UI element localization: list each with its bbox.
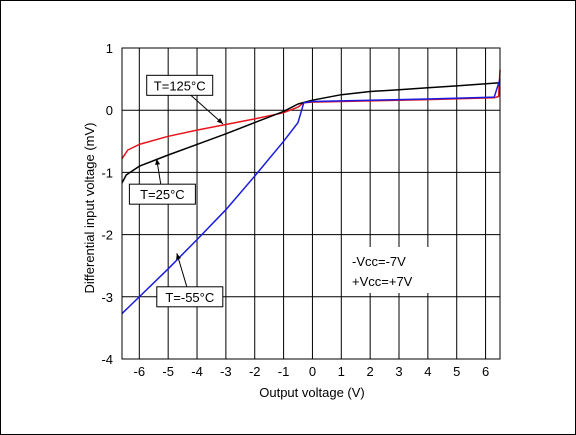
condition-box: -Vcc=-7V +Vcc=+7V (347, 247, 429, 293)
series-line-1 (121, 82, 501, 184)
x-tick-label: -6 (134, 364, 146, 379)
y-tick-label: -1 (101, 165, 113, 180)
x-tick-label: 2 (367, 364, 374, 379)
annotation-label-2: T=-55°C (165, 290, 214, 305)
y-tick-label: 1 (106, 41, 113, 56)
x-tick-label: -2 (249, 364, 261, 379)
annotation-arrowhead-1 (155, 158, 161, 166)
series-line-2 (121, 78, 501, 315)
annotation-arrowhead-2 (176, 253, 181, 260)
y-tick-label: -3 (101, 290, 113, 305)
plot-area-border (121, 47, 501, 360)
annotations: T=125°C T=25°C T=-55°C (128, 74, 224, 308)
y-axis-label: Differential input voltage (mV) (82, 122, 97, 293)
x-tick-label: 6 (482, 364, 489, 379)
x-tick-label: -3 (220, 364, 232, 379)
x-tick-label: -4 (191, 364, 203, 379)
x-axis-label: Output voltage (V) (259, 385, 365, 400)
tick-labels: -6 -5 -4 -3 -2 -1 0 1 2 3 4 5 6 1 0 -1 -2 -3 -4 (101, 41, 489, 379)
x-tick-label: 3 (395, 364, 402, 379)
x-tick-label: 1 (338, 364, 345, 379)
x-tick-label: 0 (309, 364, 316, 379)
annotation-arrowhead-0 (216, 118, 223, 124)
annotation-box-0 (146, 74, 214, 96)
annotation-label-0: T=125°C (154, 78, 206, 93)
x-tick-label: -5 (162, 364, 174, 379)
annotation-box-2 (156, 286, 224, 308)
x-tick-label: -1 (278, 364, 290, 379)
condition-line-vcc-pos: +Vcc=+7V (352, 274, 413, 289)
x-tick-label: 4 (424, 364, 431, 379)
y-tick-label: -2 (101, 228, 113, 243)
x-tick-label: 5 (453, 364, 460, 379)
condition-box-frame (347, 247, 429, 293)
y-tick-label: -4 (101, 352, 113, 367)
annotation-label-1: T=25°C (140, 187, 185, 202)
annotation-box-1 (128, 183, 196, 205)
series-layer (121, 69, 501, 315)
y-tick-label: 0 (106, 103, 113, 118)
condition-line-vcc-neg: -Vcc=-7V (352, 254, 406, 269)
